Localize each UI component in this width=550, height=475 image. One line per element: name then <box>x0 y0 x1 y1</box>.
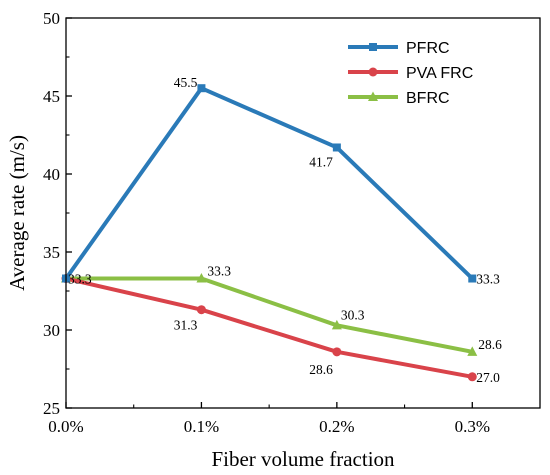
data-label: 27.0 <box>476 370 500 385</box>
x-tick-label: 0.0% <box>48 417 83 436</box>
data-point-marker <box>331 319 342 330</box>
data-point-marker <box>332 143 341 152</box>
legend-item: PFRC <box>348 40 450 57</box>
legend-item: BFRC <box>348 90 450 107</box>
series-line <box>66 276 473 354</box>
y-axis-title: Average rate (m/s) <box>5 135 29 291</box>
x-tick-label: 0.3% <box>455 417 490 436</box>
data-label: 31.3 <box>174 318 198 333</box>
data-point-marker <box>468 274 477 283</box>
data-label: 41.7 <box>309 154 333 169</box>
data-point-marker <box>196 273 207 283</box>
axes: 25 30 35 40 45 50 0.0% 0.1% 0.2% 0.3% <box>43 9 541 436</box>
data-labels: 33.3 30.3 28.6 31.3 28.6 27.0 33.3 45.5 41.7 33.3 <box>68 75 502 385</box>
series-line <box>64 86 474 280</box>
y-tick-label: 50 <box>43 9 60 28</box>
data-point-marker <box>467 346 478 356</box>
x-tick-label: 0.1% <box>184 417 219 436</box>
data-point-marker <box>467 372 477 382</box>
legend-item: PVA FRC <box>348 65 473 82</box>
legend-label: PFRC <box>406 40 450 57</box>
data-label: 28.6 <box>478 337 502 352</box>
data-point-marker <box>197 84 206 93</box>
data-label: 33.3 <box>207 264 231 279</box>
x-axis-title: Fiber volume fraction <box>211 447 395 471</box>
data-point-marker <box>196 305 206 315</box>
data-label: 28.6 <box>309 362 333 377</box>
legend-label: BFRC <box>406 90 450 107</box>
data-label: 33.3 <box>476 272 500 287</box>
legend-marker <box>368 91 378 101</box>
y-tick-label: 40 <box>43 165 60 184</box>
series-lines <box>64 86 474 379</box>
data-label: 33.3 <box>68 272 92 287</box>
y-tick-label: 45 <box>43 87 60 106</box>
data-label: 30.3 <box>341 307 365 322</box>
y-tick-label: 35 <box>43 243 60 262</box>
legend-marker <box>369 43 377 51</box>
data-label: 45.5 <box>174 75 198 90</box>
legend-marker <box>368 67 378 77</box>
y-tick-label: 30 <box>43 321 60 340</box>
series-line <box>65 276 473 379</box>
x-tick-label: 0.2% <box>319 417 354 436</box>
legend-label: PVA FRC <box>406 65 473 82</box>
data-point-marker <box>332 347 342 357</box>
y-tick-label: 25 <box>43 399 60 418</box>
series-markers <box>61 84 478 382</box>
legend: PFRC PVA FRC BFRC <box>348 40 473 107</box>
